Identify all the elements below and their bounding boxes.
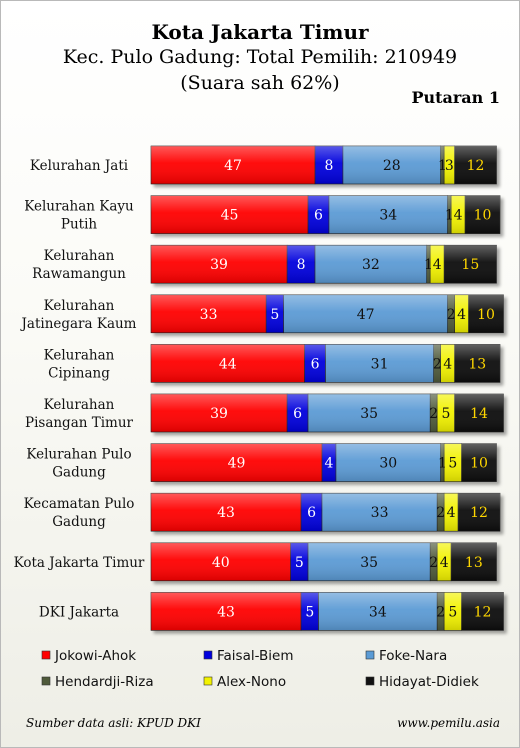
legend-swatch	[365, 650, 375, 660]
data-label: 47	[224, 158, 242, 174]
website-label: www.pemilu.asia	[397, 716, 500, 730]
legend-swatch	[203, 676, 213, 686]
data-label: 35	[360, 555, 378, 571]
chart-subtitle: Kec. Pulo Gadung: Total Pemilih: 210949	[62, 46, 458, 68]
data-label: 1	[438, 158, 447, 174]
data-label: 1	[424, 257, 433, 273]
legend-swatch	[203, 650, 213, 660]
data-label: 33	[200, 307, 218, 323]
data-label: 14	[470, 406, 488, 422]
data-label: 6	[311, 356, 320, 372]
chart-subtitle-valid-votes: (Suara sah 62%)	[180, 72, 340, 94]
data-label: 3	[445, 158, 454, 174]
data-label: 4	[440, 555, 449, 571]
legend-swatch	[365, 676, 375, 686]
data-label: 12	[474, 604, 492, 620]
data-label: 2	[436, 505, 445, 521]
data-label: 1	[445, 208, 454, 224]
data-label: 4	[433, 257, 442, 273]
data-label: 30	[379, 456, 397, 472]
data-label: 1	[438, 456, 447, 472]
data-label: 34	[369, 604, 387, 620]
data-label: 49	[228, 456, 246, 472]
data-label: 2	[436, 604, 445, 620]
data-label: 47	[357, 307, 375, 323]
data-label: 5	[270, 307, 279, 323]
data-label: 6	[307, 505, 316, 521]
data-label: 44	[219, 356, 237, 372]
data-label: 5	[295, 555, 304, 571]
data-label: 2	[429, 406, 438, 422]
bar-row	[150, 244, 497, 284]
bar-row	[150, 393, 504, 433]
category-label: DKI Jakarta	[39, 604, 119, 620]
category-label: Kecamatan Pulo Gadung	[24, 496, 135, 530]
category-label: Kelurahan Jati	[30, 158, 129, 174]
data-label: 6	[293, 406, 302, 422]
data-label: 10	[477, 307, 495, 323]
category-label: Kelurahan Jatinegara Kaum	[19, 298, 136, 332]
data-label: 31	[371, 356, 389, 372]
data-label: 4	[454, 208, 463, 224]
data-label: 2	[433, 356, 442, 372]
data-label: 5	[448, 456, 457, 472]
legend-swatch	[41, 650, 51, 660]
data-label: 2	[447, 307, 456, 323]
data-label: 34	[379, 208, 397, 224]
chart-title: Kota Jakarta Timur	[151, 20, 369, 44]
legend-label: Hidayat-Didiek	[379, 674, 479, 690]
category-label: Kelurahan Kayu Putih	[24, 199, 134, 233]
data-label: 39	[210, 257, 228, 273]
category-label: Kelurahan Pulo Gadung	[26, 447, 131, 481]
data-label: 8	[297, 257, 306, 273]
category-label: Kelurahan Pisangan Timur	[25, 397, 134, 431]
data-label: 8	[325, 158, 334, 174]
data-label: 2	[429, 555, 438, 571]
data-label: 12	[467, 158, 485, 174]
data-label: 33	[371, 505, 389, 521]
data-label: 40	[212, 555, 230, 571]
legend-swatch	[41, 676, 51, 686]
legend-label: Jokowi-Ahok	[54, 648, 136, 664]
data-label: 4	[443, 356, 452, 372]
data-label: 4	[325, 456, 334, 472]
legend-label: Faisal-Biem	[217, 648, 293, 664]
data-label: 43	[217, 604, 235, 620]
round-label: Putaran 1	[411, 88, 500, 107]
data-label: 6	[314, 208, 323, 224]
data-label: 28	[383, 158, 401, 174]
legend-label: Foke-Nara	[379, 648, 447, 664]
data-label: 13	[465, 555, 483, 571]
data-label: 35	[360, 406, 378, 422]
data-label: 32	[362, 257, 380, 273]
data-label: 4	[447, 505, 456, 521]
source-note: Sumber data asli: KPUD DKI	[26, 716, 201, 730]
data-label: 5	[305, 604, 314, 620]
category-label: Kelurahan Rawamangun	[32, 248, 126, 282]
legend-label: Hendardji-Riza	[55, 674, 154, 690]
data-label: 5	[441, 406, 450, 422]
data-label: 12	[470, 505, 488, 521]
data-label: 5	[448, 604, 457, 620]
data-label: 10	[470, 456, 488, 472]
data-label: 15	[461, 257, 479, 273]
category-label: Kota Jakarta Timur	[14, 555, 145, 571]
legend-label: Alex-Nono	[217, 674, 286, 690]
data-label: 13	[468, 356, 486, 372]
data-label: 39	[210, 406, 228, 422]
data-label: 4	[457, 307, 466, 323]
legend: Jokowi-Ahok Faisal-Biem Foke-Nara Hendardji…	[41, 648, 479, 690]
data-label: 45	[221, 208, 239, 224]
data-label: 10	[474, 208, 492, 224]
category-label: Kelurahan Cipinang	[44, 347, 115, 381]
data-label: 43	[217, 505, 235, 521]
